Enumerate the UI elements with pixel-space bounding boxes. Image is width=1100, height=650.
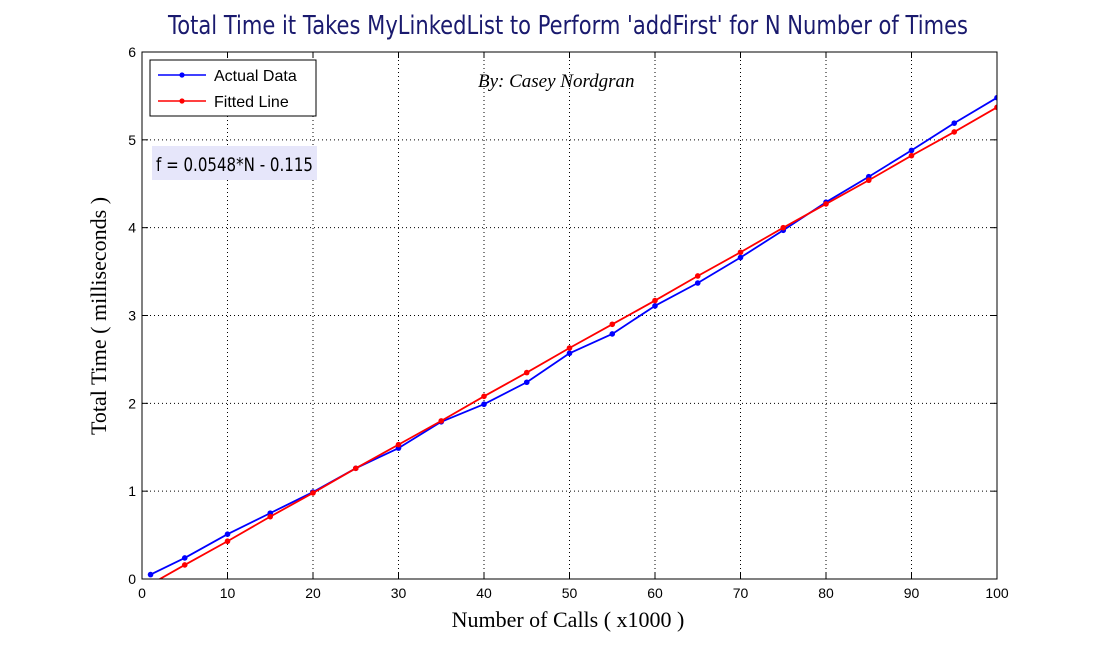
data-point-actual-data xyxy=(737,254,744,261)
data-point-actual-data xyxy=(908,147,915,154)
legend-label-actual-data: Actual Data xyxy=(214,68,297,85)
data-point-fitted-line xyxy=(148,581,154,587)
x-tick-label: 10 xyxy=(220,585,236,601)
data-point-actual-data xyxy=(224,531,231,538)
data-point-actual-data xyxy=(951,120,958,126)
legend-marker-fitted-line xyxy=(179,98,185,104)
y-tick-label: 0 xyxy=(128,571,136,587)
data-point-fitted-line xyxy=(224,538,231,545)
series-layer xyxy=(147,94,997,587)
x-tick-label: 70 xyxy=(733,585,749,601)
y-tick-label: 3 xyxy=(128,308,136,324)
data-point-fitted-line xyxy=(481,393,487,400)
legend-box xyxy=(149,59,317,117)
data-point-fitted-line xyxy=(780,224,787,231)
x-tick-label: 80 xyxy=(818,585,834,601)
y-tick-label: 4 xyxy=(128,220,136,236)
y-tick-label: 1 xyxy=(128,483,136,499)
grid-lines xyxy=(142,52,997,579)
y-axis-label: Total Time ( milliseconds ) xyxy=(86,197,111,435)
byline-annotation: By: Casey Nordgran xyxy=(478,71,635,92)
y-tick-label: 6 xyxy=(128,44,136,60)
data-point-fitted-line xyxy=(438,418,445,424)
data-point-actual-data xyxy=(147,571,154,578)
data-point-fitted-line xyxy=(395,441,402,448)
data-point-actual-data xyxy=(694,280,701,286)
data-point-actual-data xyxy=(652,303,658,309)
x-tick-label: 90 xyxy=(904,585,920,601)
y-tick-label: 2 xyxy=(128,395,136,411)
x-tick-label: 30 xyxy=(391,585,407,601)
data-point-fitted-line xyxy=(181,562,188,568)
data-point-actual-data xyxy=(609,331,616,337)
data-point-fitted-line xyxy=(310,490,316,496)
data-point-actual-data xyxy=(566,350,573,357)
data-point-fitted-line xyxy=(523,369,530,376)
equation-annotation: f = 0.0548*N - 0.115 xyxy=(156,154,313,176)
data-point-fitted-line xyxy=(737,249,744,256)
chart-title: Total Time it Takes MyLinkedList to Perf… xyxy=(167,11,968,41)
axis-ticks: 0 10 20 30 40 50 60 70 80 90 100 0 1 2 3 4 5 6 xyxy=(128,44,1009,601)
data-point-fitted-line xyxy=(908,152,915,159)
data-point-fitted-line xyxy=(694,273,701,279)
legend-label-fitted-line: Fitted Line xyxy=(214,94,289,111)
data-point-actual-data xyxy=(181,555,188,561)
data-point-fitted-line xyxy=(652,297,658,304)
legend-marker-actual-data xyxy=(179,72,185,78)
equation-box-background xyxy=(152,146,317,180)
y-tick-label: 5 xyxy=(128,132,136,148)
x-tick-label: 100 xyxy=(985,585,1009,601)
x-tick-label: 20 xyxy=(305,585,321,601)
data-point-fitted-line xyxy=(352,465,359,472)
data-point-actual-data xyxy=(523,379,530,386)
data-point-fitted-line xyxy=(267,513,274,520)
data-point-fitted-line xyxy=(951,129,958,135)
x-tick-label: 0 xyxy=(138,585,146,601)
x-tick-label: 60 xyxy=(647,585,663,601)
x-tick-label: 40 xyxy=(476,585,492,601)
data-point-fitted-line xyxy=(865,177,872,184)
series-fitted-line xyxy=(148,104,997,587)
x-axis-label: Number of Calls ( x1000 ) xyxy=(452,607,685,632)
data-point-fitted-line xyxy=(994,104,997,111)
equation-box: f = 0.0548*N - 0.115 xyxy=(152,146,317,180)
data-point-fitted-line xyxy=(566,345,573,351)
data-point-fitted-line xyxy=(609,321,616,328)
x-tick-label: 50 xyxy=(562,585,578,601)
data-point-actual-data xyxy=(481,401,487,408)
data-point-fitted-line xyxy=(823,201,829,207)
data-point-actual-data xyxy=(994,94,997,101)
legend: Actual Data Fitted Line xyxy=(149,59,317,117)
